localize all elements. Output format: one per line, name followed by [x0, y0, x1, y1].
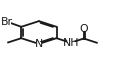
- Bar: [3, 20, 11, 24]
- Text: Br: Br: [1, 17, 13, 27]
- Bar: [67, 41, 75, 45]
- Bar: [36, 42, 42, 46]
- Text: N: N: [35, 39, 43, 49]
- Text: NH: NH: [62, 38, 79, 48]
- Text: O: O: [79, 24, 88, 34]
- Bar: [81, 28, 86, 31]
